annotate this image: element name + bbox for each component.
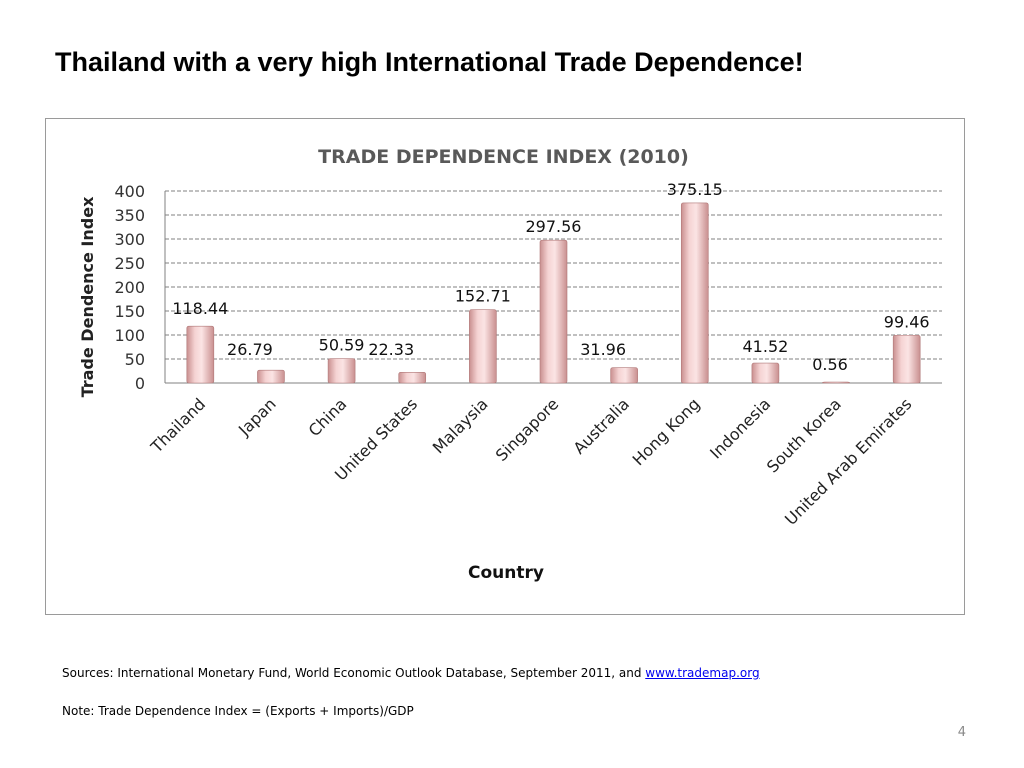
page-number: 4 [957,725,966,740]
y-tick-label: 400 [114,182,145,201]
data-label: 41.52 [743,337,789,356]
x-tick-label: Singapore [492,394,563,465]
bar-indonesia [751,362,780,384]
bar-thailand [186,325,215,384]
data-label: 99.46 [884,312,930,331]
bar-malaysia [469,309,497,384]
x-tick-label: Hong Kong [629,394,704,469]
bars [186,202,921,384]
y-tick-label: 150 [114,302,145,321]
data-label: 297.56 [526,217,582,236]
x-tick-label: Thailand [146,394,209,457]
data-label: 375.15 [667,180,723,199]
y-tick-label: 0 [135,374,145,393]
bar-united-states [398,371,427,384]
data-label: 22.33 [368,340,414,359]
y-tick-label: 300 [114,230,145,249]
y-tick-label: 50 [125,350,145,369]
trade-dependence-chart: TRADE DEPENDENCE INDEX (2010) 0 50 100 150 20… [78,146,942,583]
chart-title: TRADE DEPENDENCE INDEX (2010) [318,146,689,168]
bar-china [327,358,356,384]
data-label: 31.96 [580,340,626,359]
y-tick-label: 250 [114,254,145,273]
x-tick-label: Japan [234,394,280,440]
data-label: 152.71 [455,287,511,306]
bar-singapore [539,239,568,384]
x-tick-label: Indonesia [706,394,774,462]
bar-united-arab-emirates [892,334,921,384]
y-axis-title: Trade Dendence Index [78,196,97,397]
data-label: 50.59 [319,336,365,355]
sources-text: Sources: International Monetary Fund, Wo… [62,666,760,680]
chart-frame: TRADE DEPENDENCE INDEX (2010) 0 50 100 150 20… [45,118,965,615]
sources-label: Sources: International Monetary Fund, Wo… [62,666,646,680]
data-label: 0.56 [812,355,848,374]
y-tick-label: 100 [114,326,145,345]
x-tick-label: Malaysia [429,394,492,457]
x-axis-title: Country [468,563,544,583]
formula-note: Note: Trade Dependence Index = (Exports … [62,704,414,718]
x-tick-label: China [305,394,351,440]
bar-japan [257,369,285,384]
slide-title: Thailand with a very high International … [55,47,804,77]
bar-hong-kong [680,202,709,384]
data-label: 118.44 [172,299,228,318]
y-tick-label: 200 [114,278,145,297]
bar-south-korea [822,381,850,384]
data-label: 26.79 [227,340,273,359]
y-tick-label: 350 [114,206,145,225]
trademap-link[interactable]: www.trademap.org [645,666,760,680]
bar-australia [610,367,638,384]
x-tick-label: United Arab Emirates [781,394,915,528]
x-tick-label: Australia [569,394,632,457]
